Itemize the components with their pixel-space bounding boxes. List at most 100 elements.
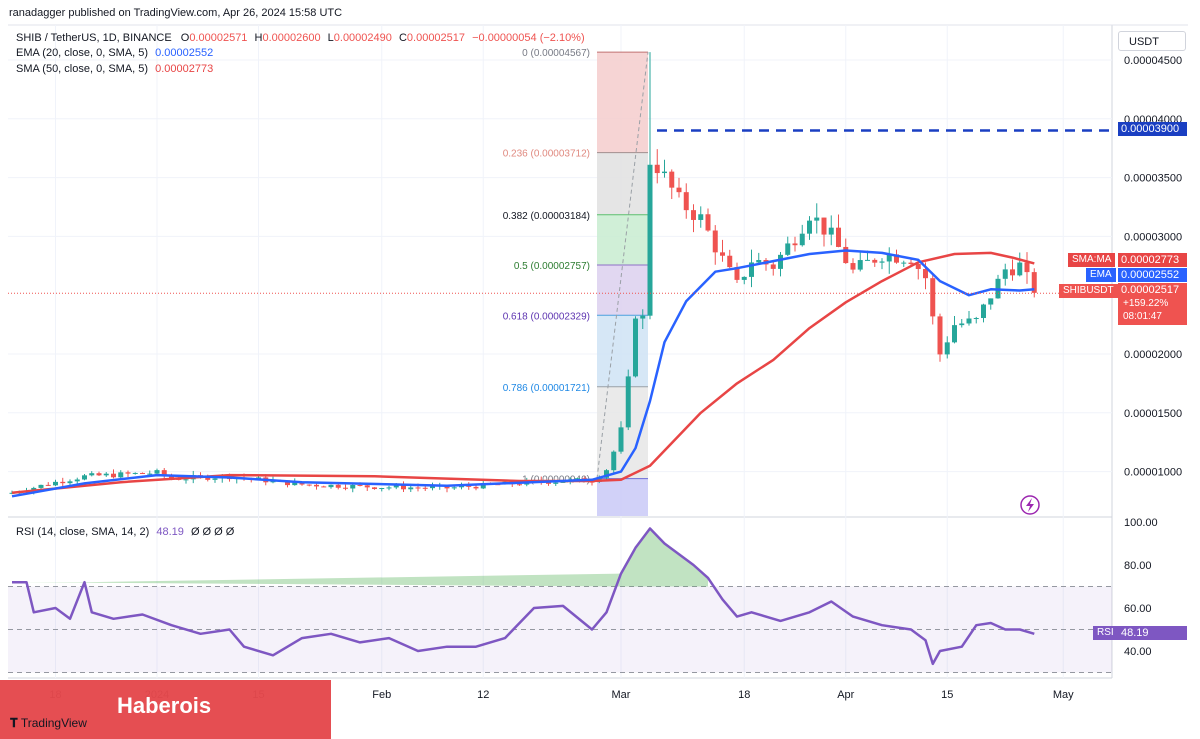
time-axis-tick: Apr	[837, 689, 854, 701]
price-axis-tick: 0.00001500	[1124, 408, 1182, 420]
rsi-legend-value: 48.19	[156, 526, 184, 538]
candle-body	[1024, 262, 1030, 273]
candle-body	[930, 278, 936, 317]
sma-legend[interactable]: SMA (50, close, 0, SMA, 5) 0.00002773	[16, 63, 213, 75]
candle-body	[915, 263, 921, 269]
candle-body	[944, 342, 950, 355]
fib-zone	[597, 478, 648, 516]
candle-body	[618, 427, 624, 452]
candle-body	[865, 259, 870, 261]
rsi-line	[12, 527, 1035, 666]
candle-body	[727, 255, 733, 268]
lightning-icon-bolt	[1026, 498, 1034, 512]
close-label: C	[398, 32, 407, 44]
last-change: +159.22%	[1123, 298, 1169, 309]
candle-body	[350, 484, 356, 489]
candle-body	[799, 233, 805, 246]
candle-body	[698, 214, 704, 220]
lightning-icon-ring	[1020, 495, 1040, 515]
candle-body	[669, 171, 675, 188]
candle-body	[894, 254, 899, 263]
candle-body	[734, 267, 740, 280]
candle-body	[132, 472, 138, 474]
candle-body	[966, 318, 972, 324]
candle-body	[560, 481, 566, 483]
candle-body	[604, 470, 609, 478]
candle-body	[386, 487, 392, 489]
candle-body	[814, 217, 820, 221]
fib-zone	[597, 264, 648, 316]
candle-body	[770, 264, 776, 269]
close-value: 0.00002517	[406, 32, 466, 44]
candle-body	[473, 486, 479, 489]
candle-body	[952, 325, 957, 343]
watermark-text: Haberois	[117, 693, 212, 718]
rsi-value-tag: 48.19	[1118, 626, 1187, 640]
price-axis-tick: 0.00004500	[1124, 55, 1182, 67]
candle-body	[89, 473, 95, 476]
candle-body	[408, 487, 414, 490]
candle-body	[647, 164, 653, 316]
publish-credit: ranadagger published on TradingView.com,…	[9, 7, 343, 19]
candle-body	[147, 473, 153, 475]
candle-body	[662, 171, 667, 174]
fib-trend-line	[596, 52, 649, 479]
sma-50-line	[11, 251, 1035, 495]
last-price-tag: 0.00002517 +159.22% 08:01:47	[1118, 283, 1187, 325]
candle-body	[480, 483, 486, 489]
symbol-title: SHIB / TetherUS, 1D, BINANCE	[16, 32, 172, 44]
candle-body	[553, 482, 559, 484]
fib-zone	[597, 52, 648, 153]
rsi-label: RSI (14, close, SMA, 14, 2)	[16, 526, 150, 538]
price-axis-tick: 0.00002000	[1124, 349, 1182, 361]
ema-20-line	[11, 249, 1035, 498]
time-axis-tick: 15	[941, 689, 953, 701]
candle-body	[45, 484, 51, 486]
candle-body	[923, 268, 928, 279]
fib-level-label: 0.382 (0.00003184)	[503, 211, 590, 222]
tradingview-logo-text: TradingView	[20, 716, 87, 730]
candle-body	[343, 487, 348, 489]
resistance-price-tag: 0.00003900	[1118, 122, 1187, 136]
sma-name-tag: SMA:MA	[1068, 253, 1116, 267]
candle-body	[140, 472, 145, 474]
candle-body	[959, 323, 965, 326]
candle-body	[807, 220, 812, 234]
rsi-axis-tick: 80.00	[1124, 560, 1152, 572]
candle-body	[67, 481, 73, 484]
candle-body	[154, 470, 160, 474]
rsi-axis-tick: 40.00	[1124, 646, 1152, 658]
candle-body	[379, 488, 385, 490]
candle-body	[988, 298, 994, 305]
candle-body	[1010, 269, 1015, 276]
candle-body	[756, 260, 762, 263]
fib-zone	[597, 152, 648, 215]
currency-button[interactable]: USDT	[1118, 31, 1186, 51]
candle-body	[625, 376, 631, 428]
candle-body	[676, 187, 682, 193]
candle-body	[466, 485, 472, 487]
candle-body	[778, 254, 783, 269]
ema-name-tag: EMA	[1086, 268, 1116, 282]
ema-legend[interactable]: EMA (20, close, 0, SMA, 5) 0.00002552	[16, 47, 213, 59]
candle-body	[821, 217, 827, 235]
candle-body	[38, 484, 44, 488]
candle-body	[285, 480, 290, 486]
open-value: 0.00002571	[189, 32, 248, 44]
candle-body	[836, 227, 841, 247]
candle-body	[785, 243, 791, 255]
candle-body	[96, 473, 102, 476]
candle-body	[981, 304, 986, 319]
candle-body	[546, 482, 551, 484]
rsi-extras: Ø Ø Ø Ø	[190, 526, 235, 538]
rsi-legend[interactable]: RSI (14, close, SMA, 14, 2) 48.19 Ø Ø Ø …	[16, 526, 234, 538]
candle-body	[415, 487, 421, 489]
candle-body	[843, 246, 849, 264]
watermark-banner	[0, 680, 331, 739]
candle-body	[314, 484, 319, 487]
candle-body	[1002, 269, 1008, 279]
low-label: L	[327, 32, 334, 44]
candle-body	[183, 479, 189, 481]
time-axis-tick: 12	[477, 689, 489, 701]
